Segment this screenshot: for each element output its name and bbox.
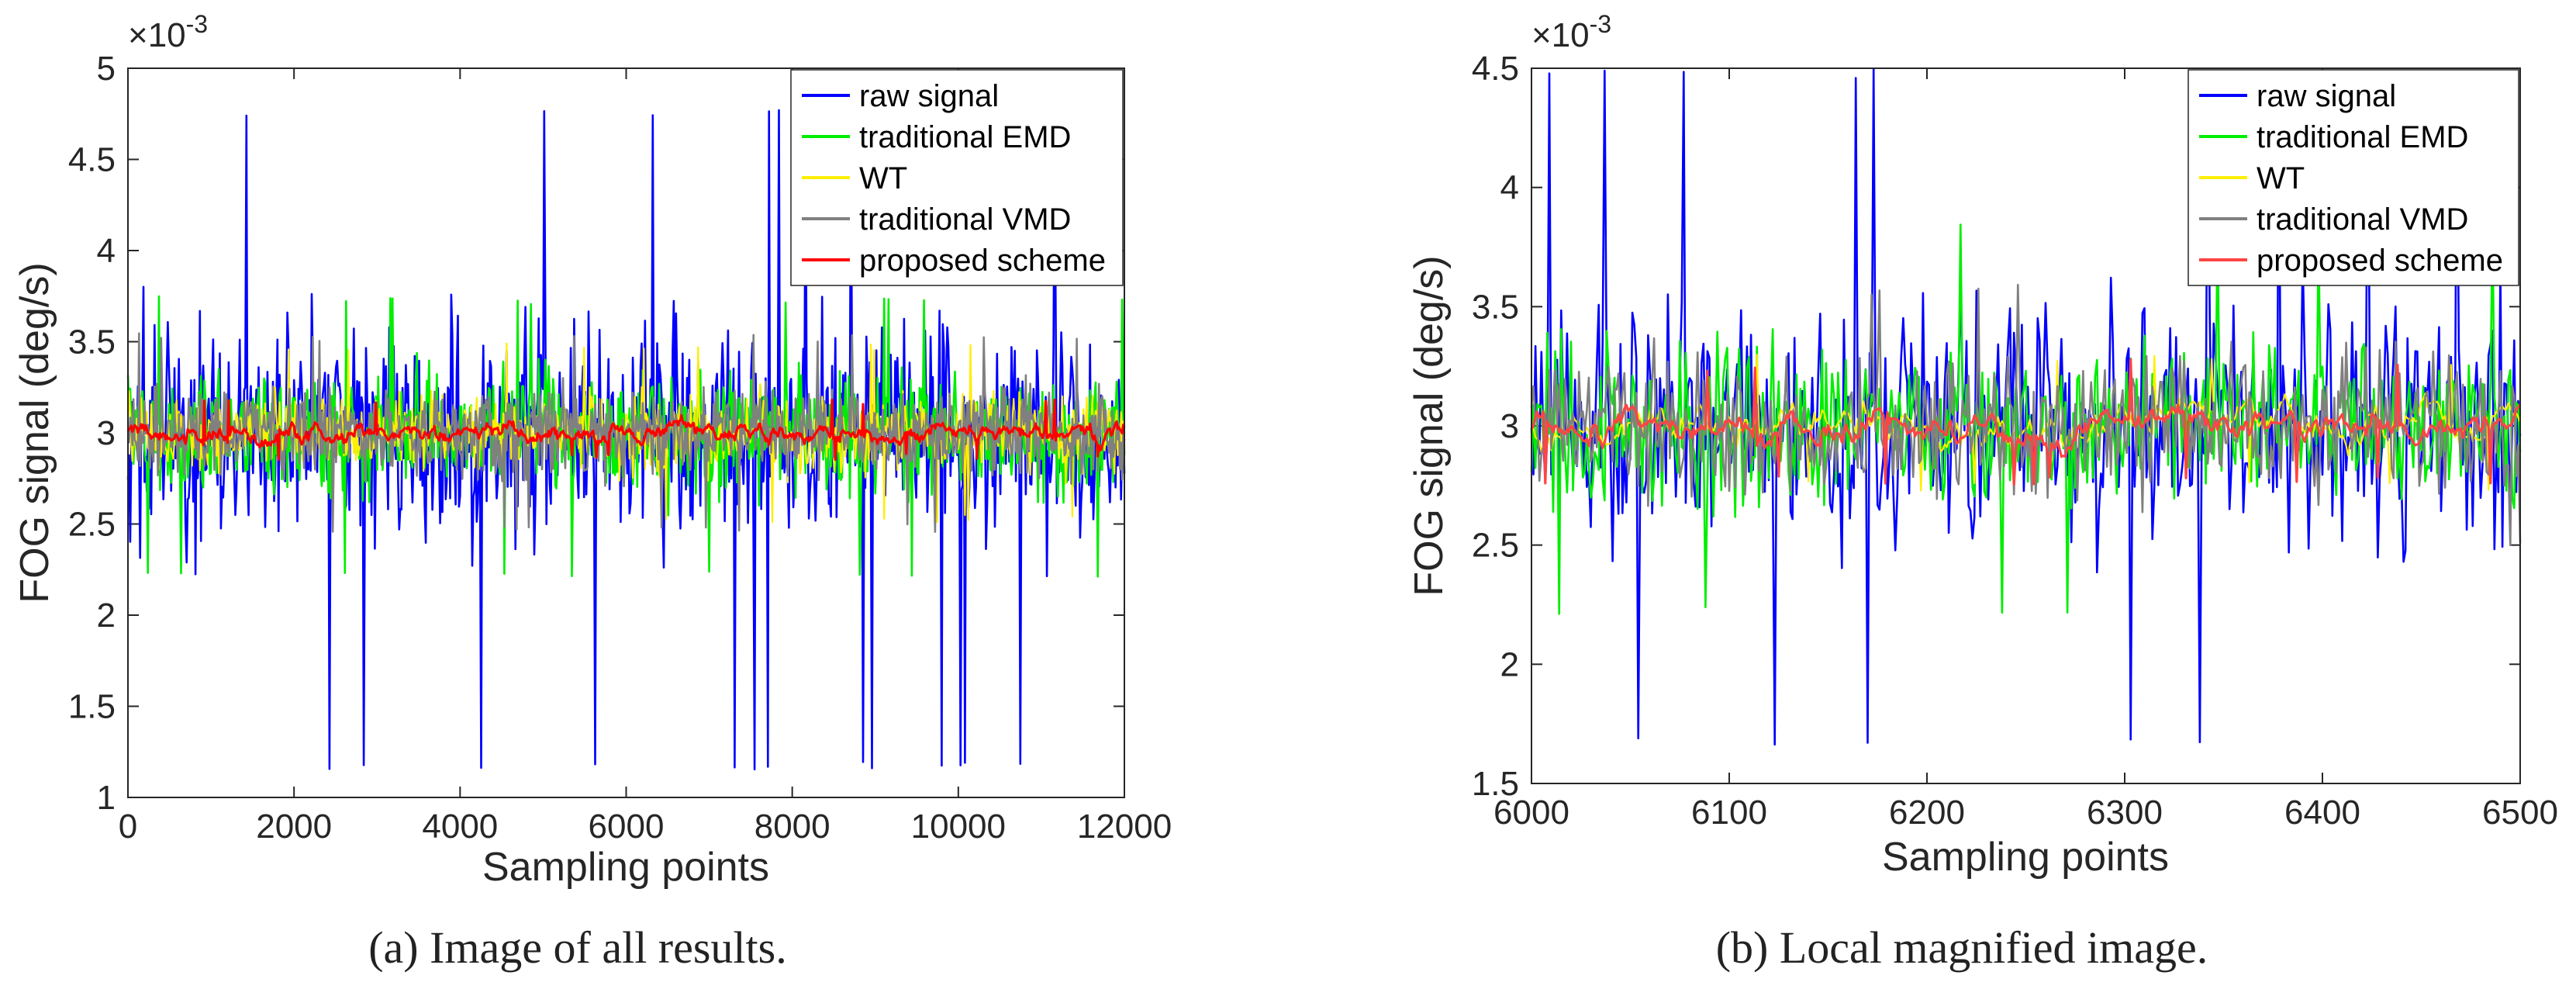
series-line-traditional-vmd bbox=[1530, 283, 2522, 546]
y-tick-label: 3 bbox=[1500, 407, 1519, 445]
plot-b-frame bbox=[1531, 67, 2521, 784]
plot-b-tick-labels: 6000 6100 6200 6300 6400 6500 1.5 2 2.5 3 3.5 4 4.5 bbox=[1472, 50, 2558, 832]
caption-a: (a) Image of all results. bbox=[368, 922, 787, 973]
legend-label: WT bbox=[859, 161, 907, 195]
legend-label: traditional EMD bbox=[859, 120, 1071, 154]
x-tick-label: 6200 bbox=[1889, 794, 1965, 832]
x-tick-label: 6000 bbox=[589, 808, 665, 846]
x-tick-label: 8000 bbox=[754, 808, 830, 846]
x-tick-label: 12000 bbox=[1077, 808, 1172, 846]
x-tick-label: 4000 bbox=[422, 808, 498, 846]
plot-a-tick-labels: 0 2000 4000 6000 8000 10000 12000 1 1.5 2 2.5 3 3.5 4… bbox=[68, 50, 1172, 846]
caption-b: (b) Local magnified image. bbox=[1715, 922, 2208, 973]
x-tick-label: 6100 bbox=[1691, 794, 1767, 832]
y-tick-label: 5 bbox=[97, 50, 116, 88]
y-tick-label: 4 bbox=[97, 232, 116, 270]
plot-a-xlabel: Sampling points bbox=[482, 845, 769, 890]
y-tick-label: 4.5 bbox=[68, 141, 116, 179]
y-tick-label: 3.5 bbox=[68, 323, 116, 361]
y-tick-label: 3 bbox=[97, 414, 116, 452]
series-line-proposed-scheme bbox=[1530, 358, 2522, 486]
x-tick-label: 2000 bbox=[256, 808, 332, 846]
plot-b-legend: raw signal traditional EMD WT traditional V… bbox=[2188, 69, 2519, 286]
x-tick-label: 6500 bbox=[2482, 794, 2558, 832]
y-tick-label: 4.5 bbox=[1472, 50, 1519, 88]
y-tick-label: 2.5 bbox=[1472, 527, 1519, 565]
x-tick-label: 6000 bbox=[1493, 794, 1569, 832]
y-tick-label: 1 bbox=[97, 779, 116, 817]
x-tick-label: 0 bbox=[119, 808, 137, 846]
figure-canvas: 0 2000 4000 6000 8000 10000 12000 1 1.5 2 2.5 3 3.5 4… bbox=[12, 10, 2558, 890]
y-tick-label: 1.5 bbox=[1472, 765, 1519, 803]
y-tick-label: 2 bbox=[1500, 645, 1519, 683]
plot-b-xlabel: Sampling points bbox=[1882, 835, 2169, 880]
plot-a-frame bbox=[127, 67, 1125, 798]
plot-b-ylabel: FOG signal (deg/s) bbox=[1407, 255, 1452, 596]
y-tick-label: 4 bbox=[1500, 169, 1519, 207]
legend-label: WT bbox=[2257, 161, 2305, 195]
legend-label: traditional VMD bbox=[2257, 202, 2468, 237]
legend-label: proposed scheme bbox=[2257, 244, 2503, 278]
plot-b-series bbox=[1530, 67, 2522, 746]
y-tick-label: 1.5 bbox=[68, 688, 116, 726]
subplot-a: 0 2000 4000 6000 8000 10000 12000 1 1.5 2 2.5 3 3.5 4… bbox=[12, 10, 1172, 890]
plot-a-series bbox=[126, 108, 1126, 771]
y-tick-label: 3.5 bbox=[1472, 288, 1519, 326]
plot-a-legend: raw signal traditional EMD WT traditional V… bbox=[790, 69, 1124, 286]
legend-label: raw signal bbox=[2257, 79, 2396, 113]
legend-label: raw signal bbox=[859, 79, 999, 113]
subplot-b: 6000 6100 6200 6300 6400 65001.522.533.544.5 … bbox=[1407, 10, 2558, 880]
y-tick-label: 2.5 bbox=[68, 506, 116, 544]
plot-a-exponent: ×10-3 bbox=[128, 10, 208, 54]
legend-label: traditional VMD bbox=[859, 202, 1071, 237]
x-tick-label: 6400 bbox=[2284, 794, 2360, 832]
legend-label: proposed scheme bbox=[859, 244, 1106, 278]
plot-b-exponent: ×10-3 bbox=[1531, 10, 1611, 54]
x-tick-label: 6300 bbox=[2087, 794, 2163, 832]
plot-a-ylabel: FOG signal (deg/s) bbox=[12, 262, 57, 603]
x-tick-label: 10000 bbox=[911, 808, 1006, 846]
y-tick-label: 2 bbox=[97, 597, 116, 635]
series-line-proposed-scheme bbox=[126, 398, 1126, 462]
legend-label: traditional EMD bbox=[2257, 120, 2468, 154]
